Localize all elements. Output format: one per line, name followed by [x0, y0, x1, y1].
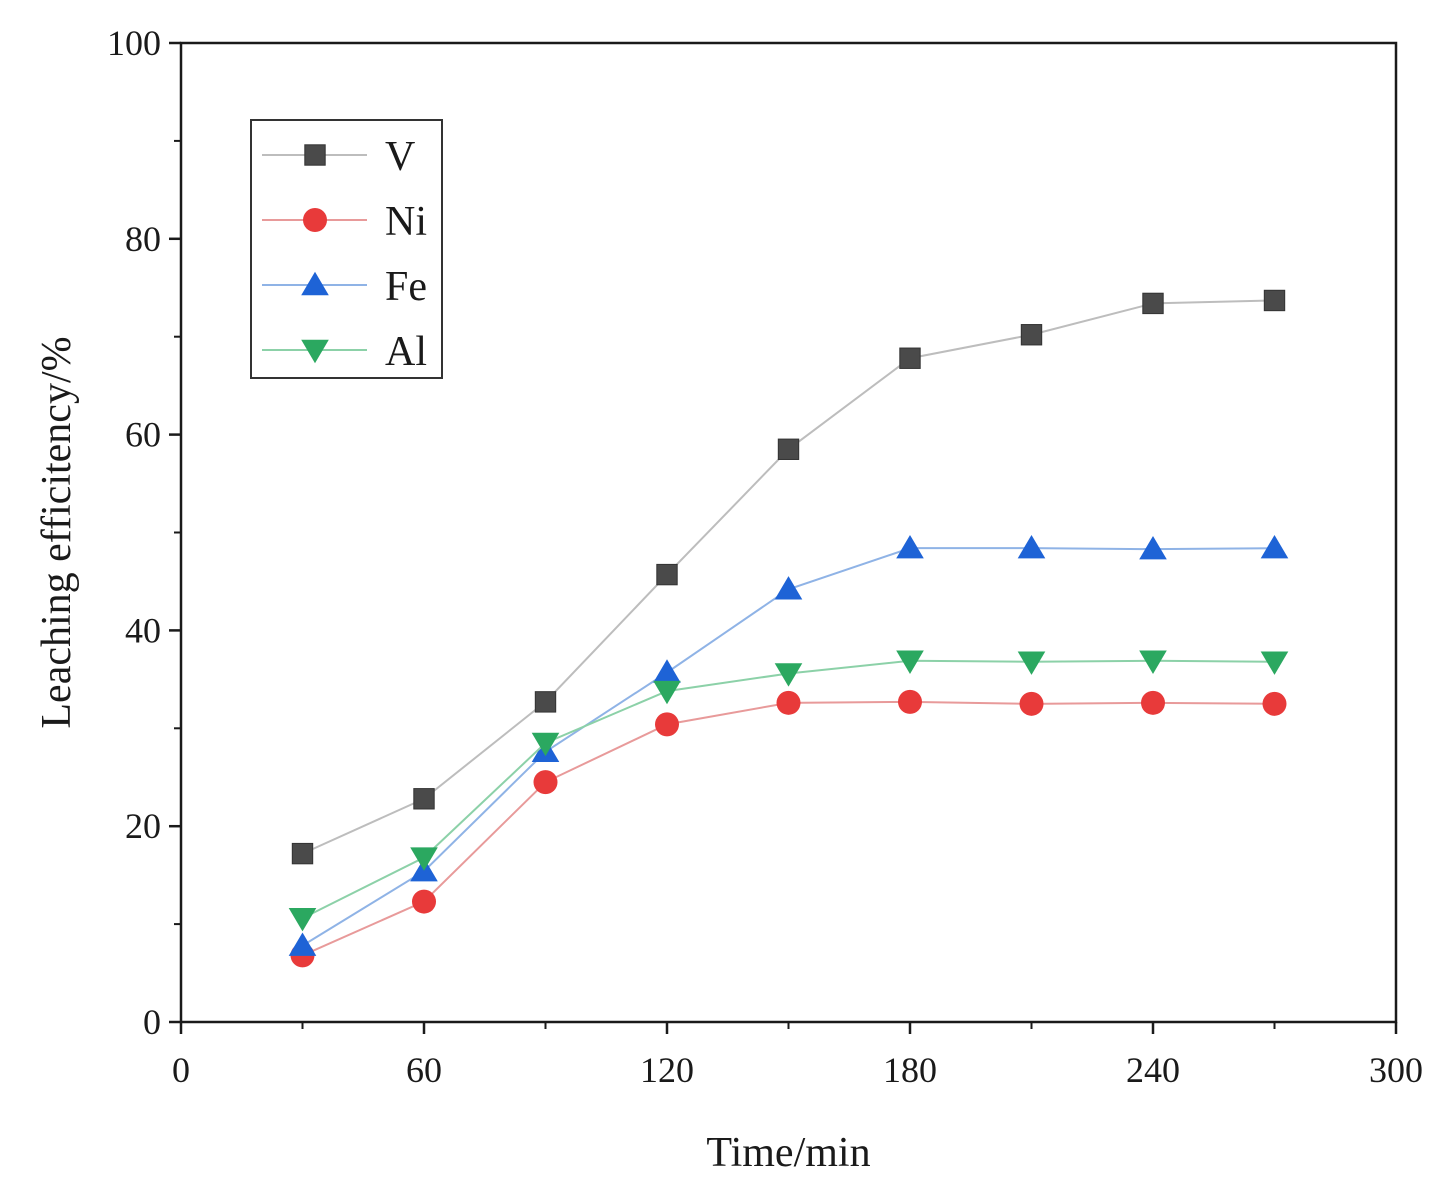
data-point-ni [1262, 691, 1287, 716]
data-point-fe [653, 659, 681, 683]
legend-label: Ni [385, 199, 427, 245]
data-point-v [413, 788, 435, 810]
data-point-v [777, 438, 800, 460]
data-point-al [653, 680, 681, 705]
data-point-ni [533, 770, 558, 795]
data-point-al [774, 663, 803, 687]
y-tick-label: 80 [125, 219, 161, 259]
axes: 0 60 120 180 240 300 0 20 40 60 80 100 [107, 23, 1423, 1090]
legend-label: V [385, 134, 415, 180]
data-point-al [1139, 650, 1167, 674]
series-line-ni [302, 700, 1275, 957]
y-tick-label: 0 [143, 1002, 161, 1042]
data-point-al [1017, 651, 1046, 675]
x-tick-label: 0 [172, 1050, 190, 1090]
data-point-ni [1141, 690, 1165, 715]
series-ni [290, 689, 1287, 968]
data-point-v [656, 563, 678, 586]
data-point-ni [776, 690, 801, 715]
data-point-al [1260, 651, 1289, 675]
data-point-fe [1260, 534, 1289, 559]
legend-marker [301, 339, 329, 364]
data-point-v [1263, 289, 1286, 312]
x-tick-label: 180 [883, 1050, 937, 1090]
legend-marker [303, 208, 327, 232]
data-point-v [1142, 292, 1164, 315]
legend-box [250, 119, 443, 379]
legend-item-al: Al [262, 329, 427, 375]
x-axis-title: Time/min [706, 1130, 870, 1176]
data-point-al [410, 847, 438, 871]
data-point-fe [774, 576, 803, 600]
data-point-v [534, 691, 557, 713]
data-point-ni [1019, 691, 1044, 716]
x-tick-label: 240 [1126, 1050, 1180, 1090]
series-fe [288, 534, 1289, 956]
legend-item-fe: Fe [262, 264, 427, 310]
series-line-fe [301, 547, 1275, 947]
legend-item-ni: Ni [262, 199, 427, 245]
data-point-fe [1139, 535, 1167, 560]
data-point-ni [655, 712, 679, 737]
legend-label: Al [385, 329, 427, 375]
series-v [291, 289, 1286, 865]
y-tick-label: 40 [125, 610, 161, 650]
legend-marker [301, 271, 329, 296]
y-axis-title: Leaching efficitency/% [34, 336, 80, 728]
legend-label: Fe [385, 264, 427, 310]
y-tick-label: 100 [107, 23, 161, 63]
y-tick-label: 20 [125, 806, 161, 846]
data-point-fe [288, 932, 317, 956]
y-tick-label: 60 [125, 415, 161, 455]
x-tick-label: 120 [640, 1050, 694, 1090]
data-point-ni [898, 689, 922, 714]
data-point-ni [412, 889, 436, 914]
legend: V Ni Fe Al [250, 119, 443, 379]
data-point-fe [896, 534, 924, 559]
data-point-v [899, 347, 921, 369]
data-point-fe [1017, 534, 1046, 559]
legend-item-v: V [262, 134, 415, 180]
x-tick-label: 60 [406, 1050, 442, 1090]
data-point-v [1020, 324, 1043, 346]
series-layer [288, 289, 1289, 968]
legend-marker [304, 144, 326, 166]
data-point-al [288, 908, 317, 932]
data-point-al [896, 650, 924, 674]
data-point-al [531, 732, 560, 757]
x-tick-label: 300 [1369, 1050, 1423, 1090]
data-point-v [291, 842, 314, 865]
series-al [288, 650, 1289, 932]
